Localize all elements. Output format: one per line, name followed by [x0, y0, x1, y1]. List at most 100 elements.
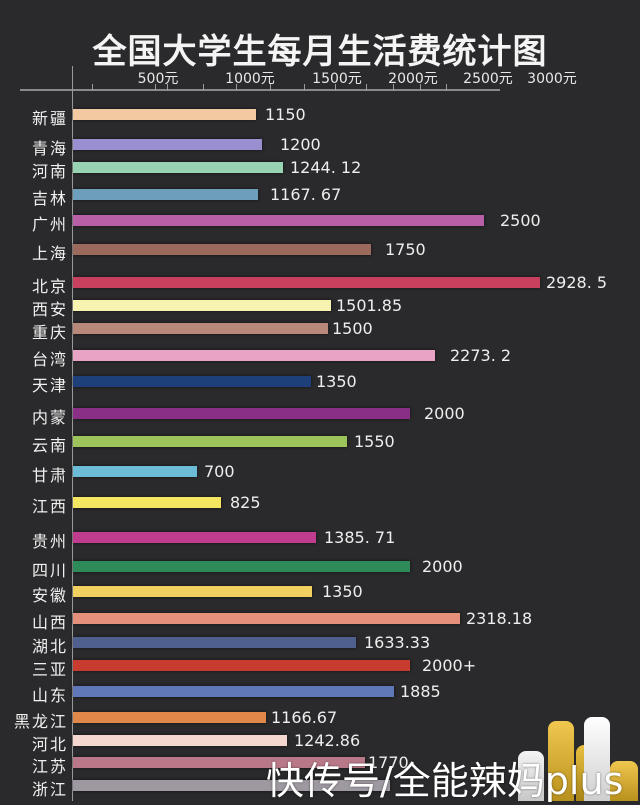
value-label: 1200 — [280, 135, 321, 154]
x-axis-tick-mark — [420, 84, 421, 91]
category-label: 三亚 — [31, 660, 68, 679]
x-axis-tick-mark — [236, 84, 237, 91]
category-label: 湖北 — [31, 637, 68, 656]
bar-row: 黑龙江 1166.67 — [0, 705, 640, 731]
bar — [73, 139, 262, 150]
x-axis-tick-mark — [270, 84, 271, 91]
bar-row: 青海 1200 — [0, 132, 640, 158]
bar-row: 江西 825 — [0, 490, 640, 516]
bar-row: 天津 1350 — [0, 369, 640, 395]
bar — [73, 613, 460, 624]
bar — [73, 277, 540, 288]
category-label: 北京 — [31, 277, 68, 296]
category-label: 新疆 — [31, 109, 68, 128]
value-label: 2928. 5 — [546, 273, 608, 292]
category-label: 江西 — [31, 497, 68, 516]
bar — [73, 466, 197, 477]
category-label: 西安 — [31, 300, 68, 319]
category-label: 天津 — [31, 376, 68, 395]
category-label: 山东 — [31, 686, 68, 705]
value-label: 1501.85 — [336, 296, 403, 315]
bar — [73, 586, 312, 597]
x-axis-tick-mark — [92, 84, 93, 91]
bar — [73, 497, 221, 508]
bar — [73, 735, 287, 746]
x-axis-tick-mark — [335, 84, 336, 91]
value-label: 1242.86 — [294, 731, 361, 750]
value-label: 1166.67 — [271, 708, 338, 727]
coin-stacks-image — [510, 701, 640, 801]
bar-row: 甘肃 700 — [0, 459, 640, 485]
x-axis-tick-mark — [304, 84, 305, 91]
bar — [73, 637, 356, 648]
bar — [73, 532, 316, 543]
category-label: 内蒙 — [31, 408, 68, 427]
category-label: 上海 — [31, 244, 68, 263]
bar-row: 三亚 2000+ — [0, 653, 640, 679]
value-label: 1500 — [332, 319, 373, 338]
bar — [73, 300, 331, 311]
value-label: 1350 — [316, 372, 357, 391]
bar-row: 台湾 2273. 2 — [0, 343, 640, 369]
bar-row: 云南 1550 — [0, 429, 640, 455]
value-label: 1885 — [400, 682, 441, 701]
y-axis-line — [72, 66, 73, 801]
bar — [73, 712, 266, 723]
x-axis-tick-label: 500元 — [137, 71, 179, 87]
value-label: 1385. 71 — [324, 528, 396, 547]
bar-row: 江苏 1770 — [0, 750, 640, 776]
category-label: 台湾 — [31, 350, 68, 369]
bar — [73, 686, 394, 697]
category-label: 河南 — [31, 162, 68, 181]
category-label: 河北 — [31, 735, 68, 754]
x-axis-tick-label: 2000元 — [388, 71, 438, 87]
bar-row: 湖北 1633.33 — [0, 630, 640, 656]
bar — [73, 244, 371, 255]
category-label: 黑龙江 — [13, 712, 68, 731]
category-label: 青海 — [31, 139, 68, 158]
value-label: 1350 — [322, 582, 363, 601]
x-axis-line — [20, 89, 500, 91]
bar-row: 山东 1885 — [0, 679, 640, 705]
bar — [73, 376, 311, 387]
category-label: 云南 — [31, 436, 68, 455]
category-label: 四川 — [31, 561, 68, 580]
value-label: 2000+ — [422, 656, 477, 675]
bar-row: 四川 2000 — [0, 554, 640, 580]
bar — [73, 780, 390, 791]
value-label: 2318.18 — [466, 609, 533, 628]
category-label: 浙江 — [31, 780, 68, 799]
x-axis-tick-mark — [203, 84, 204, 91]
bar — [73, 162, 283, 173]
bar — [73, 408, 410, 419]
bar — [73, 561, 410, 572]
x-axis-tick-mark — [167, 84, 168, 91]
category-label: 重庆 — [31, 323, 68, 342]
category-label: 安徽 — [31, 586, 68, 605]
chart-title: 全国大学生每月生活费统计图 — [92, 32, 548, 72]
bar — [73, 436, 347, 447]
value-label: 1244. 12 — [290, 158, 362, 177]
category-label: 吉林 — [31, 189, 68, 208]
value-label: 825 — [230, 493, 261, 512]
x-axis-tick-mark — [446, 84, 447, 91]
value-label: 1150 — [265, 105, 306, 124]
value-label: 1550 — [354, 432, 395, 451]
silver-coin-stack — [584, 717, 610, 801]
value-label: 1633.33 — [364, 633, 431, 652]
value-label: 2000 — [424, 404, 465, 423]
category-label: 山西 — [31, 613, 68, 632]
x-axis-tick-mark — [393, 84, 394, 91]
bar — [73, 350, 435, 361]
bar-row: 重庆 1500 — [0, 316, 640, 342]
bar-row: 浙江 — [0, 773, 640, 799]
bar-row: 上海 1750 — [0, 237, 640, 263]
category-label: 江苏 — [31, 757, 68, 776]
category-label: 甘肃 — [31, 466, 68, 485]
x-axis-tick-label: 3000元 — [527, 71, 577, 87]
watermark: 快传号/全能辣妈plus — [266, 759, 624, 803]
bar-row: 贵州 1385. 71 — [0, 525, 640, 551]
gold-coin-stack — [548, 721, 574, 801]
bar-row: 内蒙 2000 — [0, 401, 640, 427]
value-label: 2000 — [422, 557, 463, 576]
